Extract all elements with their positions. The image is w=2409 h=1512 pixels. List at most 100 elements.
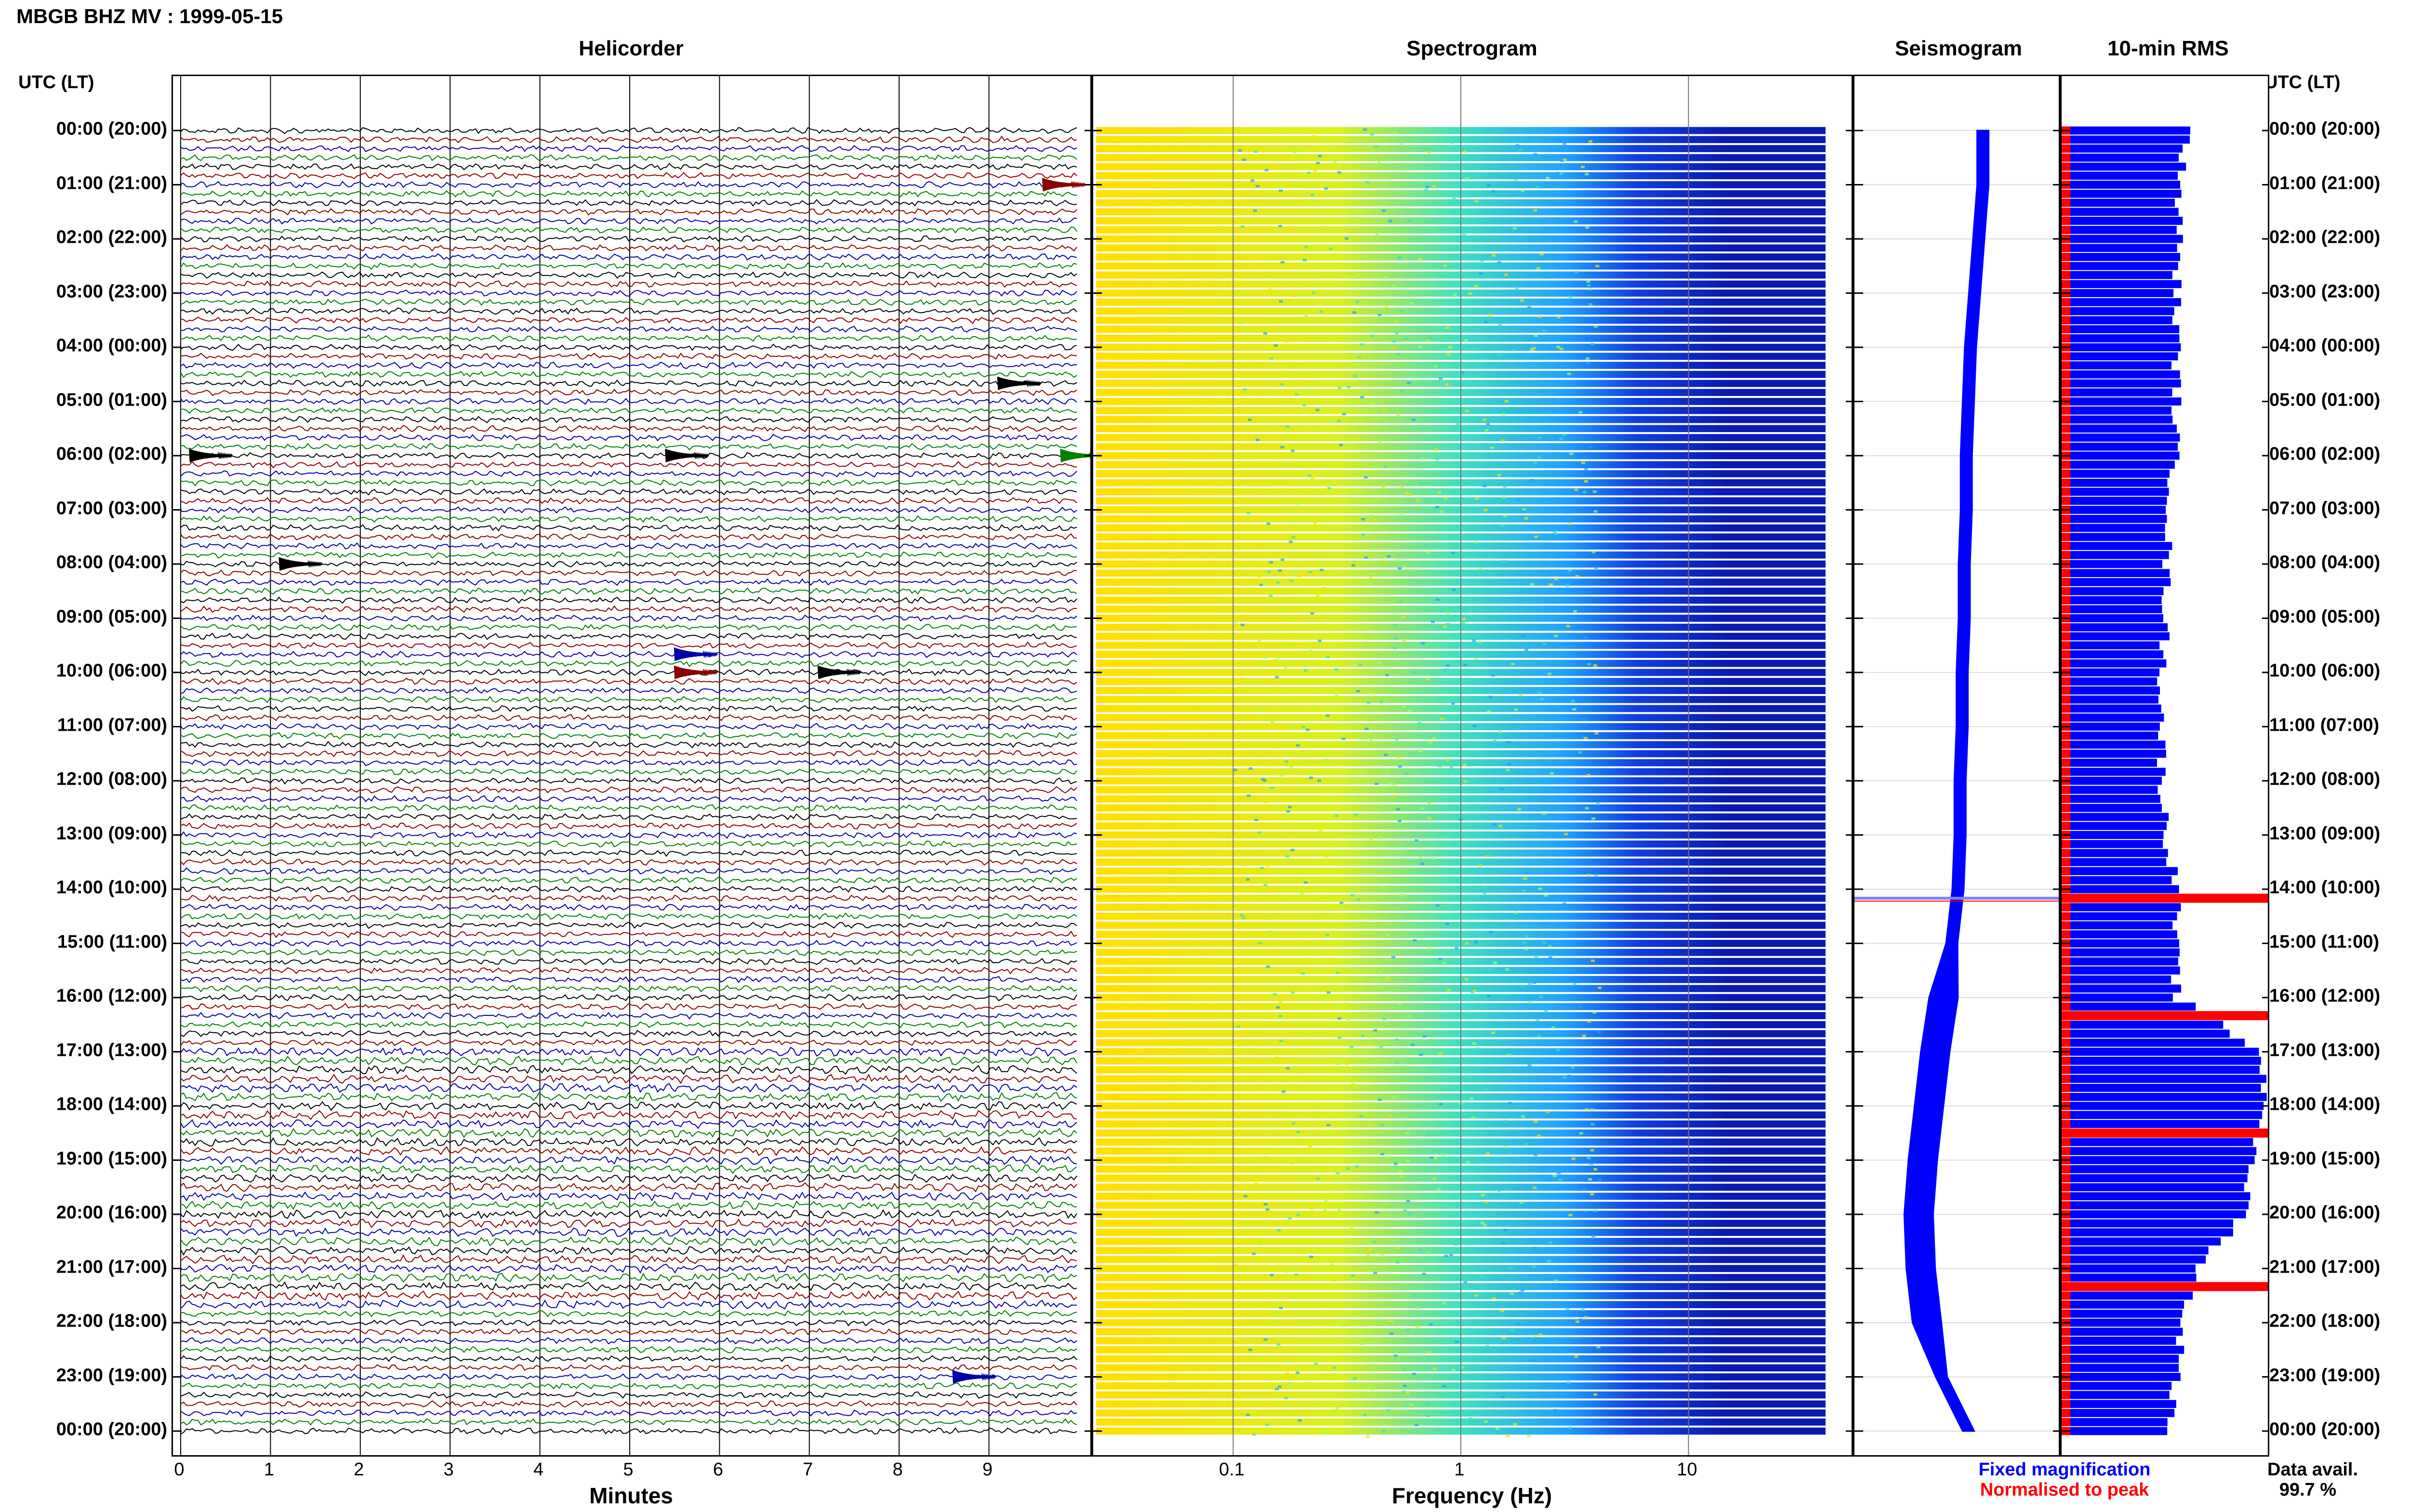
rms-normalised-bar — [2062, 1273, 2070, 1282]
spectrogram-noise — [1442, 1302, 1446, 1304]
spectrogram-noise — [1582, 491, 1587, 494]
rms-bar — [2062, 560, 2162, 568]
time-label: 07:00 (03:00) — [56, 498, 167, 518]
spectrogram-noise — [1284, 1397, 1288, 1400]
spectrogram-noise — [1443, 625, 1447, 628]
spectrogram-noise — [1254, 1182, 1258, 1185]
spectrogram-noise — [1593, 1168, 1598, 1170]
spectrogram-noise — [1405, 1159, 1410, 1162]
rms-bar — [2062, 225, 2177, 234]
spectrogram-noise — [1326, 991, 1331, 994]
spectrogram-noise — [1265, 864, 1270, 867]
spectrogram-noise — [1282, 155, 1286, 158]
spectrogram-noise — [1338, 415, 1342, 418]
rms-bar — [2062, 966, 2180, 975]
spectrogram-noise — [1386, 1409, 1390, 1412]
spectrogram-noise — [1586, 280, 1590, 283]
spectrogram-noise — [1309, 649, 1313, 652]
spectrogram-noise — [1564, 298, 1569, 301]
rms-normalised-bar — [2062, 1255, 2070, 1264]
spectrogram-noise — [1411, 1044, 1415, 1046]
rms-bar — [2062, 786, 2158, 794]
spectrogram-noise — [1483, 320, 1488, 323]
spectrogram-noise — [1520, 1289, 1524, 1292]
spectrogram-noise — [1246, 794, 1251, 797]
spectrogram-noise — [1472, 989, 1476, 992]
rms-bar — [2062, 885, 2179, 894]
spectrogram-noise — [1329, 247, 1333, 250]
spectrogram-noise — [1272, 993, 1277, 996]
rms-bar — [2062, 975, 2171, 984]
spectrogram-noise — [1451, 702, 1455, 705]
spectrogram-noise — [1465, 409, 1469, 412]
spectrogram-noise — [1540, 698, 1544, 700]
spectrogram-noise — [1594, 732, 1599, 735]
time-label: 12:00 (08:00) — [2269, 769, 2381, 789]
spectrogram-noise — [1274, 869, 1278, 871]
rms-normalised-bar — [2062, 271, 2070, 279]
spectrogram-noise — [1421, 642, 1425, 644]
spectrogram-noise — [1465, 1303, 1469, 1305]
helicorder-trace — [180, 154, 1077, 161]
spectrogram-noise — [1339, 901, 1344, 904]
spectrogram-noise — [1590, 342, 1595, 345]
rms-bar — [2062, 903, 2181, 911]
rms-normalised-bar — [2062, 424, 2070, 433]
rms-bar — [2062, 1165, 2249, 1173]
time-label: 06:00 (02:00) — [2269, 444, 2381, 464]
spectrogram-noise — [1279, 774, 1284, 777]
helicorder-trace — [180, 217, 1077, 225]
rms-bar — [2062, 704, 2161, 713]
rms-bar — [2062, 289, 2174, 297]
spectrogram-noise — [1486, 994, 1491, 997]
spectrogram-noise — [1566, 625, 1570, 628]
spectrogram-noise — [1350, 1248, 1354, 1251]
spectrogram-noise — [1275, 1056, 1279, 1059]
spectrogram-noise — [1507, 1054, 1511, 1057]
spectrogram-noise — [1467, 509, 1471, 512]
spectrogram-noise — [1587, 284, 1591, 287]
rms-normalised-bar — [2062, 903, 2070, 911]
spectrogram-noise — [1307, 381, 1311, 383]
rms-bar — [2062, 1219, 2234, 1228]
spectrogram-noise — [1301, 1420, 1306, 1423]
spectrogram-noise — [1460, 1366, 1464, 1368]
spectrogram-noise — [1392, 131, 1397, 134]
rms-bar — [2062, 677, 2158, 686]
spectrogram-noise — [1351, 1274, 1355, 1277]
rms-normalised-bar — [2062, 1409, 2070, 1417]
spectrogram-noise — [1537, 456, 1541, 459]
spectrogram-noise — [1422, 1273, 1426, 1275]
spectrogram-noise — [1337, 312, 1342, 315]
spectrogram-noise — [1361, 1035, 1365, 1038]
rms-normalised-bar — [2062, 253, 2070, 261]
spectrogram-noise — [1393, 1162, 1398, 1165]
rms-normalised-bar — [2062, 1002, 2070, 1011]
spectrogram-noise — [1332, 958, 1337, 960]
seismic-event — [952, 1370, 996, 1384]
helicorder-trace — [180, 650, 1077, 658]
helicorder-trace — [180, 795, 1077, 803]
spectrogram-noise — [1427, 947, 1431, 950]
helicorder-trace — [180, 190, 1077, 198]
spectrogram-noise — [1527, 1434, 1531, 1437]
helicorder-trace — [180, 1200, 1077, 1210]
rms-bar — [2062, 470, 2170, 478]
spectrogram-noise — [1568, 522, 1572, 525]
spectrogram-noise — [1308, 571, 1312, 573]
helicorder-trace — [180, 1182, 1077, 1193]
spectrogram-noise — [1330, 1034, 1334, 1037]
rms-bar — [2062, 135, 2190, 144]
spectrogram-noise — [1468, 292, 1472, 295]
spectrogram-noise — [1500, 1310, 1505, 1313]
rms-bar — [2062, 740, 2166, 749]
spectrogram-noise — [1292, 1301, 1297, 1304]
spectrogram-noise — [1371, 1388, 1375, 1391]
rms-bar — [2062, 695, 2158, 704]
spectrogram-noise — [1347, 385, 1351, 388]
spectrogram-noise — [1581, 1308, 1585, 1311]
rms-bar — [2062, 759, 2157, 767]
helicorder-trace — [180, 199, 1077, 207]
minute-tick-label: 5 — [623, 1459, 634, 1480]
rms-bar — [2062, 415, 2173, 424]
